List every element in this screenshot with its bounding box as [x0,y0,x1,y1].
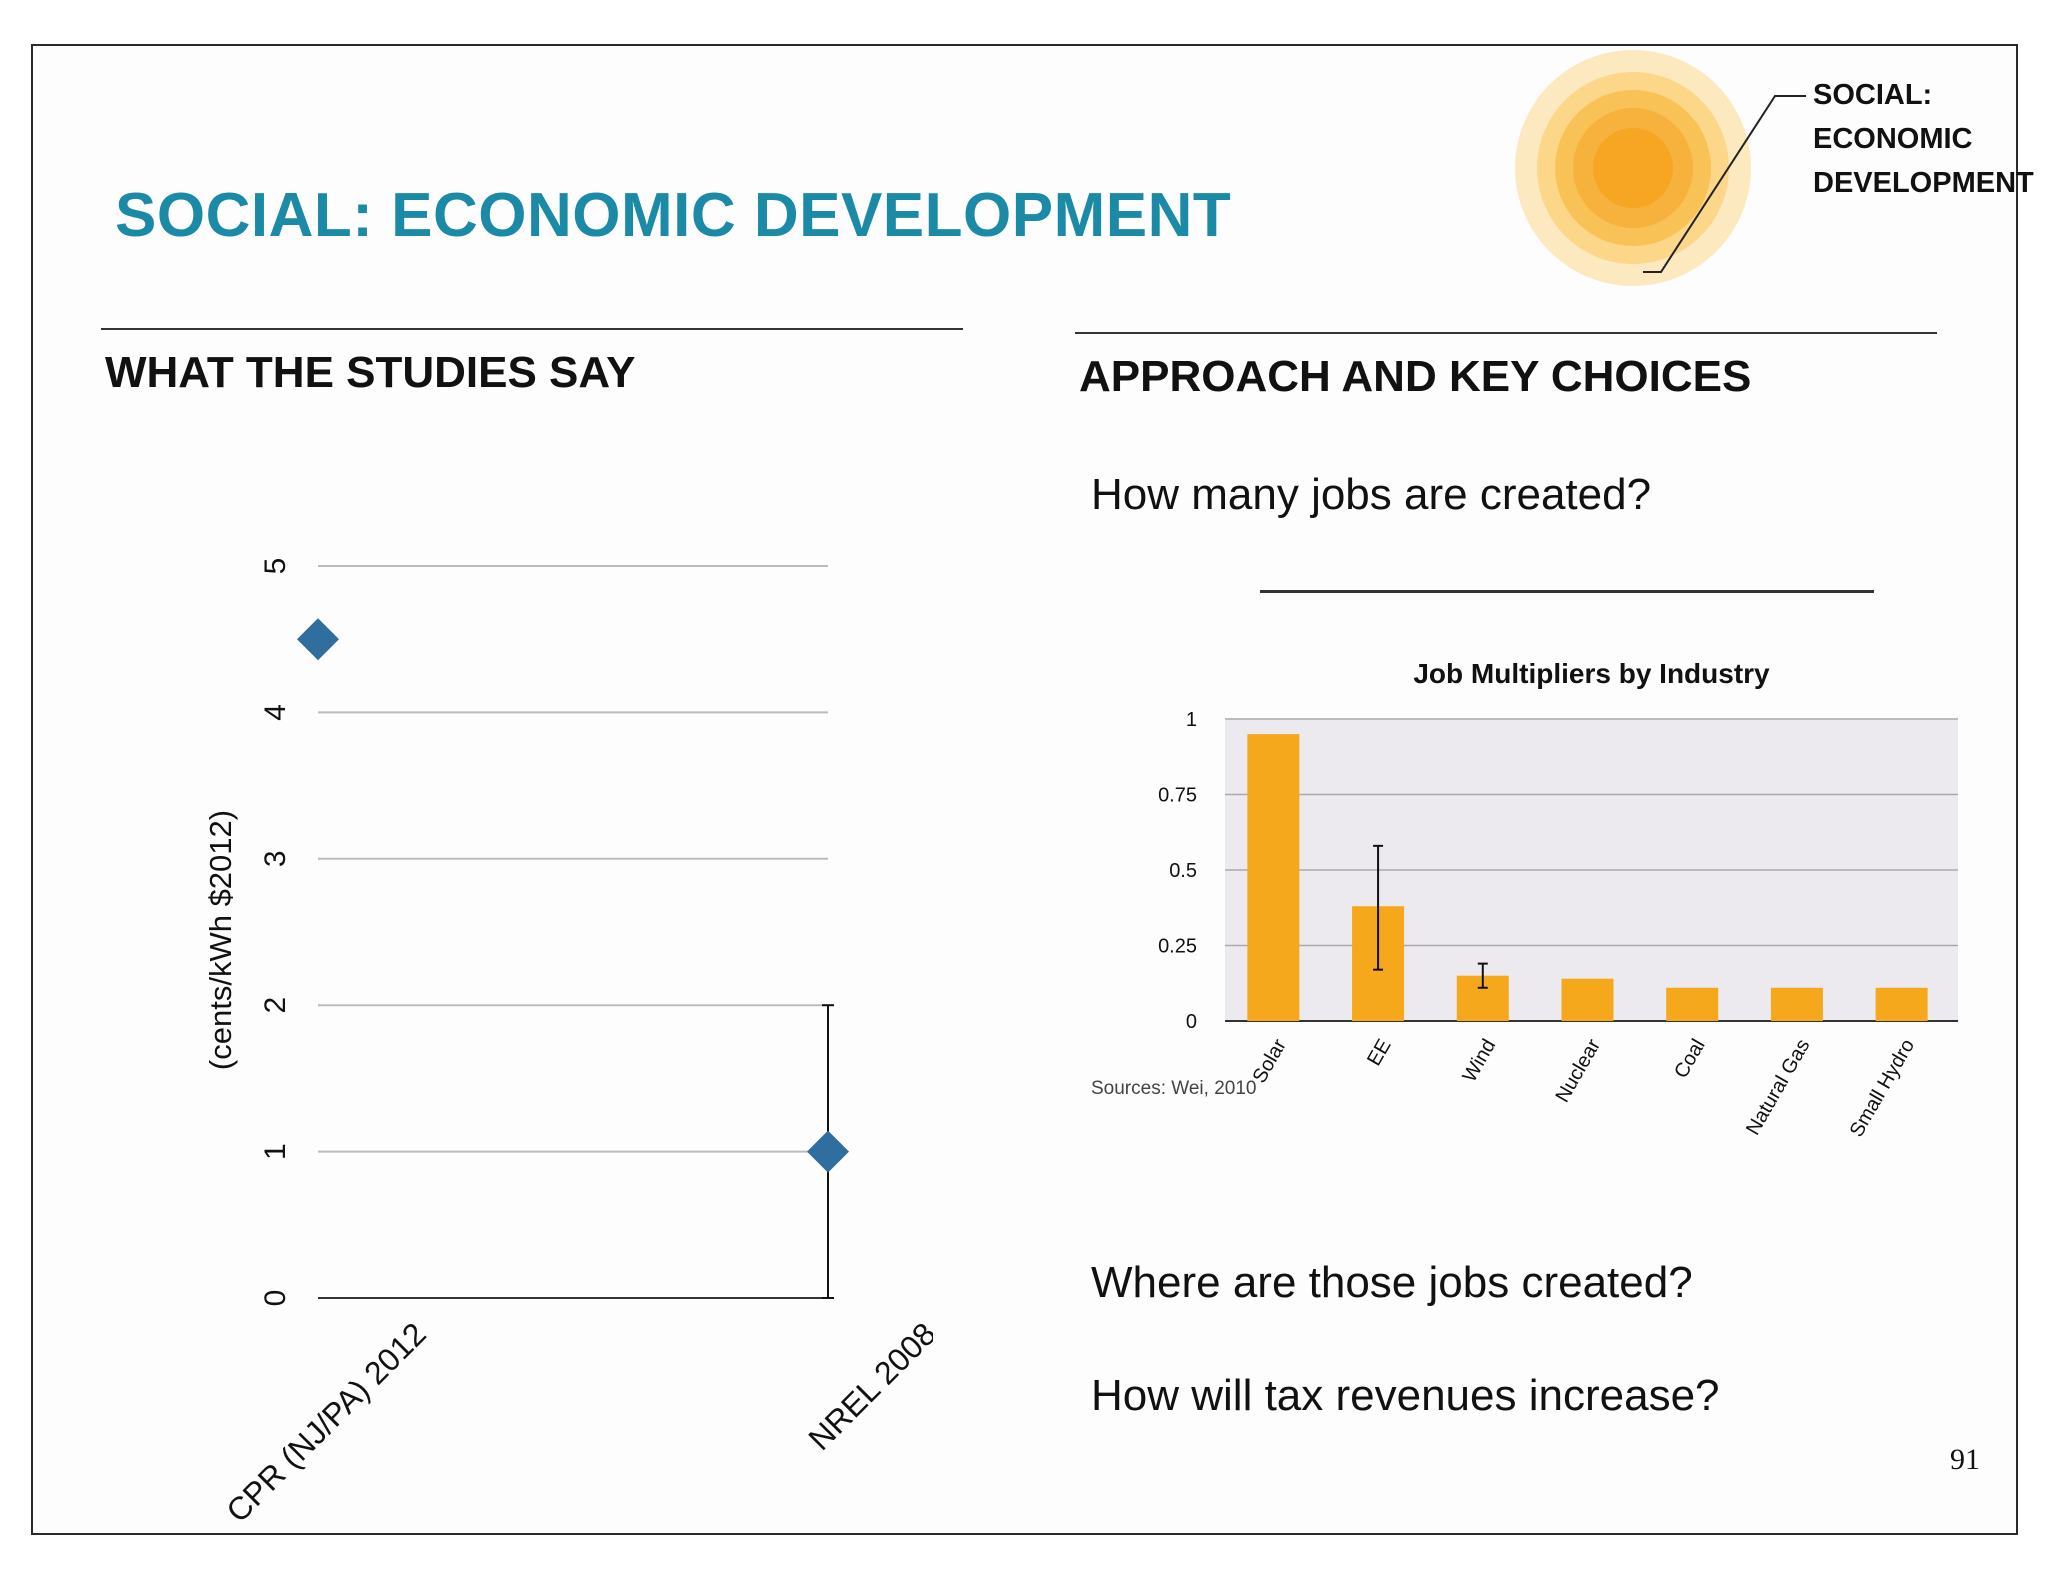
bar [1561,978,1614,1021]
x-category-label: Nuclear [1552,1035,1606,1106]
right-section-heading: APPROACH AND KEY CHOICES [1079,352,1752,401]
y-tick-label: 5 [259,558,292,575]
bar [1247,734,1300,1021]
y-axis-label: (cents/kWh $2012) [203,810,238,1070]
y-tick-label: 0.25 [1158,936,1197,958]
right-section-rule [1075,332,1937,334]
x-category-label: EE [1363,1036,1395,1070]
y-tick-label: 2 [259,997,292,1014]
y-tick-label: 1 [1186,709,1197,731]
data-point [297,618,339,661]
page-number: 91 [1950,1443,1980,1476]
bar [1770,987,1823,1021]
badge-line-1: SOCIAL: [1813,79,1933,111]
data-point [807,1130,849,1173]
x-category-label: CPR (NJ/PA) 2012 [219,1315,433,1526]
sources-note: Sources: Wei, 2010 [1091,1078,1257,1099]
bar-chart: 0 0.25 0.5 0.75 1 Job Multipliers by Industry… [1158,658,1958,1141]
x-category-label: NREL 2008 [801,1315,933,1457]
left-section-heading: WHAT THE STUDIES SAY [105,348,636,397]
x-category-label: Natural Gas [1742,1036,1814,1139]
badge-line-2: ECONOMIC [1813,123,1973,155]
bar [1875,987,1928,1021]
left-section-rule [101,328,963,330]
y-tick-label: 0 [259,1290,292,1307]
y-tick-label: 0.5 [1169,860,1197,882]
bar-chart-rule [1260,590,1874,593]
scatter-chart: 0 1 2 3 4 5 (cents/kWh $2012) CPR (NJ/PA) 2012 N… [203,558,933,1526]
chart-title: Job Multipliers by Industry [1413,658,1770,689]
badge-label: SOCIAL: ECONOMIC DEVELOPMENT [1813,73,2034,205]
bar [1666,987,1719,1021]
y-tick-label: 1 [259,1143,292,1160]
x-category-label: Small Hydro [1846,1036,1920,1141]
question-tax-revenues: How will tax revenues increase? [1091,1371,1720,1420]
y-tick-label: 4 [259,704,292,721]
slide: SOCIAL: ECONOMIC DEVELOPMENT SOCIAL: ECO… [31,44,2034,1535]
y-tick-label: 0 [1186,1011,1197,1033]
sun-icon [1515,50,1806,286]
y-tick-label: 0.75 [1158,785,1197,807]
badge-line-3: DEVELOPMENT [1813,167,2034,199]
question-jobs-location: Where are those jobs created? [1091,1258,1693,1307]
badge: SOCIAL: ECONOMIC DEVELOPMENT [1473,46,2034,296]
y-tick-label: 3 [259,850,292,867]
x-category-label: Coal [1670,1036,1710,1083]
x-category-label: Wind [1458,1036,1500,1086]
page-title: SOCIAL: ECONOMIC DEVELOPMENT [115,181,1232,250]
question-jobs-created: How many jobs are created? [1091,470,1652,519]
